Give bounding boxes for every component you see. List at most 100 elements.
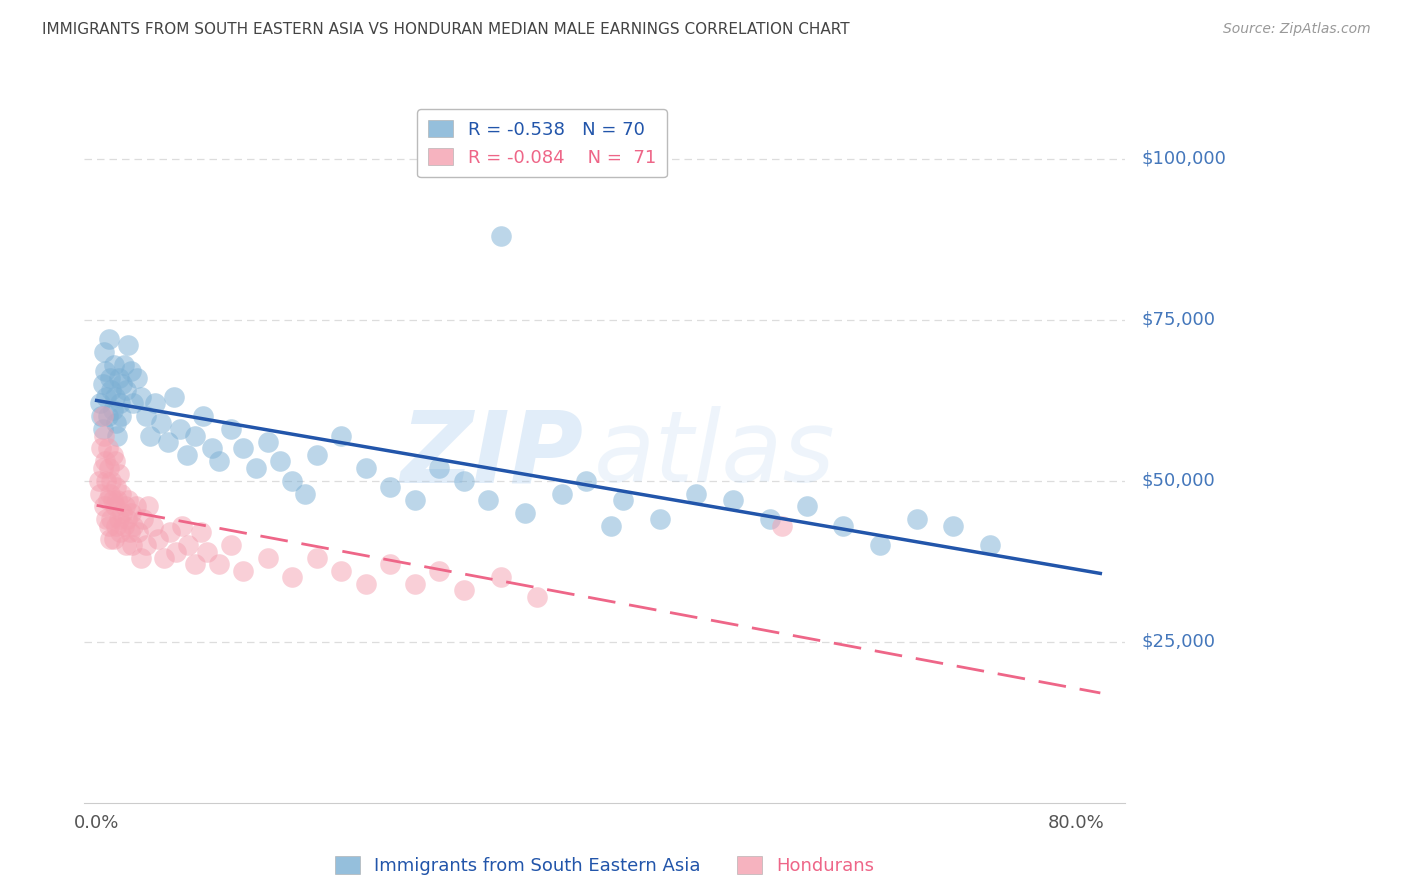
Point xyxy=(330,564,353,578)
Point xyxy=(281,570,304,584)
Point xyxy=(96,474,118,488)
Point xyxy=(127,525,149,540)
Point xyxy=(142,518,165,533)
Point xyxy=(94,454,117,468)
Point xyxy=(135,538,157,552)
Point xyxy=(100,384,122,398)
Point xyxy=(721,493,744,508)
Point xyxy=(770,518,793,533)
Point xyxy=(208,558,231,572)
Point xyxy=(97,460,120,475)
Point xyxy=(94,364,117,378)
Point xyxy=(108,396,131,410)
Point xyxy=(257,551,280,566)
Point xyxy=(513,506,536,520)
Point xyxy=(380,480,402,494)
Point xyxy=(190,525,212,540)
Point xyxy=(96,390,118,404)
Point xyxy=(103,532,125,546)
Point xyxy=(98,486,121,500)
Point xyxy=(118,525,141,540)
Point xyxy=(153,551,176,566)
Point xyxy=(759,512,782,526)
Point xyxy=(832,518,855,533)
Point xyxy=(97,518,120,533)
Point xyxy=(111,506,134,520)
Point xyxy=(354,576,377,591)
Point xyxy=(201,442,224,456)
Text: IMMIGRANTS FROM SOUTH EASTERN ASIA VS HONDURAN MEDIAN MALE EARNINGS CORRELATION : IMMIGRANTS FROM SOUTH EASTERN ASIA VS HO… xyxy=(42,22,849,37)
Text: atlas: atlas xyxy=(595,407,835,503)
Point xyxy=(551,486,574,500)
Point xyxy=(208,454,231,468)
Point xyxy=(90,442,112,456)
Point xyxy=(195,544,218,558)
Point xyxy=(91,422,114,436)
Point xyxy=(101,402,124,417)
Point xyxy=(125,500,148,514)
Point xyxy=(427,460,450,475)
Point xyxy=(107,467,129,482)
Point xyxy=(159,525,181,540)
Point xyxy=(107,512,129,526)
Point xyxy=(183,558,205,572)
Point xyxy=(183,428,205,442)
Point xyxy=(526,590,548,604)
Point xyxy=(305,448,328,462)
Point xyxy=(105,480,128,494)
Point xyxy=(91,409,114,424)
Point xyxy=(404,576,426,591)
Point xyxy=(104,500,127,514)
Point xyxy=(112,358,135,372)
Point xyxy=(112,518,135,533)
Point xyxy=(110,486,132,500)
Point xyxy=(129,551,152,566)
Point xyxy=(104,390,127,404)
Point xyxy=(136,500,159,514)
Point xyxy=(685,486,707,500)
Point xyxy=(97,332,120,346)
Point xyxy=(219,422,242,436)
Point xyxy=(380,558,402,572)
Point xyxy=(942,518,965,533)
Point xyxy=(330,428,353,442)
Point xyxy=(100,512,122,526)
Point xyxy=(114,500,136,514)
Point xyxy=(648,512,671,526)
Point xyxy=(117,493,139,508)
Point xyxy=(489,228,512,243)
Text: $25,000: $25,000 xyxy=(1142,632,1216,651)
Point xyxy=(100,474,122,488)
Point xyxy=(107,428,129,442)
Point xyxy=(89,396,111,410)
Point xyxy=(97,442,120,456)
Point xyxy=(115,538,138,552)
Point xyxy=(575,474,598,488)
Point xyxy=(104,454,127,468)
Point xyxy=(96,512,118,526)
Point xyxy=(165,544,187,558)
Point xyxy=(91,460,114,475)
Point xyxy=(294,486,316,500)
Text: $50,000: $50,000 xyxy=(1142,472,1215,490)
Point xyxy=(139,428,162,442)
Point xyxy=(612,493,634,508)
Point xyxy=(177,538,200,552)
Point xyxy=(905,512,928,526)
Point xyxy=(135,409,157,424)
Point xyxy=(90,409,112,424)
Point xyxy=(98,370,121,384)
Point xyxy=(98,532,121,546)
Point xyxy=(232,564,254,578)
Legend: Immigrants from South Eastern Asia, Hondurans: Immigrants from South Eastern Asia, Hond… xyxy=(326,847,883,884)
Point xyxy=(93,428,115,442)
Point xyxy=(245,460,267,475)
Point xyxy=(122,396,145,410)
Point xyxy=(191,409,214,424)
Point xyxy=(269,454,291,468)
Point xyxy=(115,384,138,398)
Point xyxy=(122,518,145,533)
Point xyxy=(117,338,139,352)
Point xyxy=(103,358,125,372)
Point xyxy=(176,448,198,462)
